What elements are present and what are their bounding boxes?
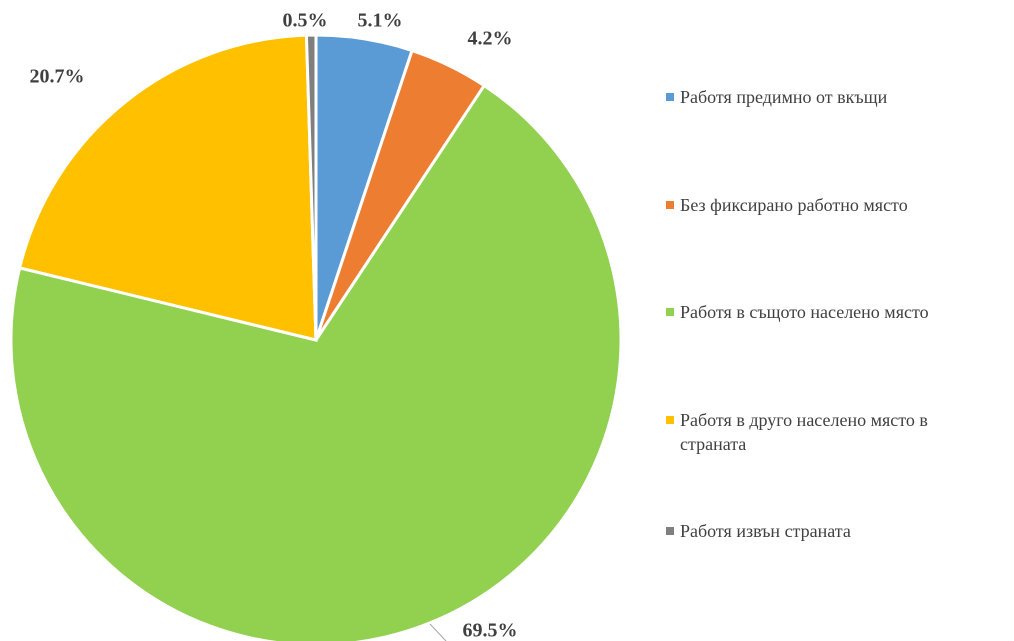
legend-item: Работя в същото населено място <box>666 300 996 324</box>
legend-swatch <box>666 527 674 535</box>
legend-label: Работя в друго населено място в страната <box>680 410 928 454</box>
legend-swatch <box>666 416 674 424</box>
pie-slice <box>304 33 318 341</box>
legend-label: Работя извън страната <box>680 521 851 541</box>
data-label: 69.5% <box>463 620 518 641</box>
legend-swatch <box>666 308 674 316</box>
data-label: 0.5% <box>283 10 328 32</box>
data-label: 5.1% <box>358 10 403 32</box>
legend-swatch <box>666 93 674 101</box>
legend-item: Работя предимно от вкъщи <box>666 85 996 109</box>
pie-slice <box>9 83 623 641</box>
data-label: 4.2% <box>468 28 513 50</box>
legend-label: Работя в същото населено място <box>680 302 929 322</box>
leader-line <box>429 623 447 641</box>
legend-item: Без фиксирано работно място <box>666 193 996 217</box>
data-label: 20.7% <box>30 66 85 88</box>
legend-item: Работя извън страната <box>666 519 996 543</box>
pie-slice <box>17 33 318 342</box>
legend-label: Работя предимно от вкъщи <box>680 87 888 107</box>
legend-label: Без фиксирано работно място <box>680 195 908 215</box>
legend-swatch <box>666 201 674 209</box>
legend-item: Работя в друго населено място в страната <box>666 408 996 456</box>
